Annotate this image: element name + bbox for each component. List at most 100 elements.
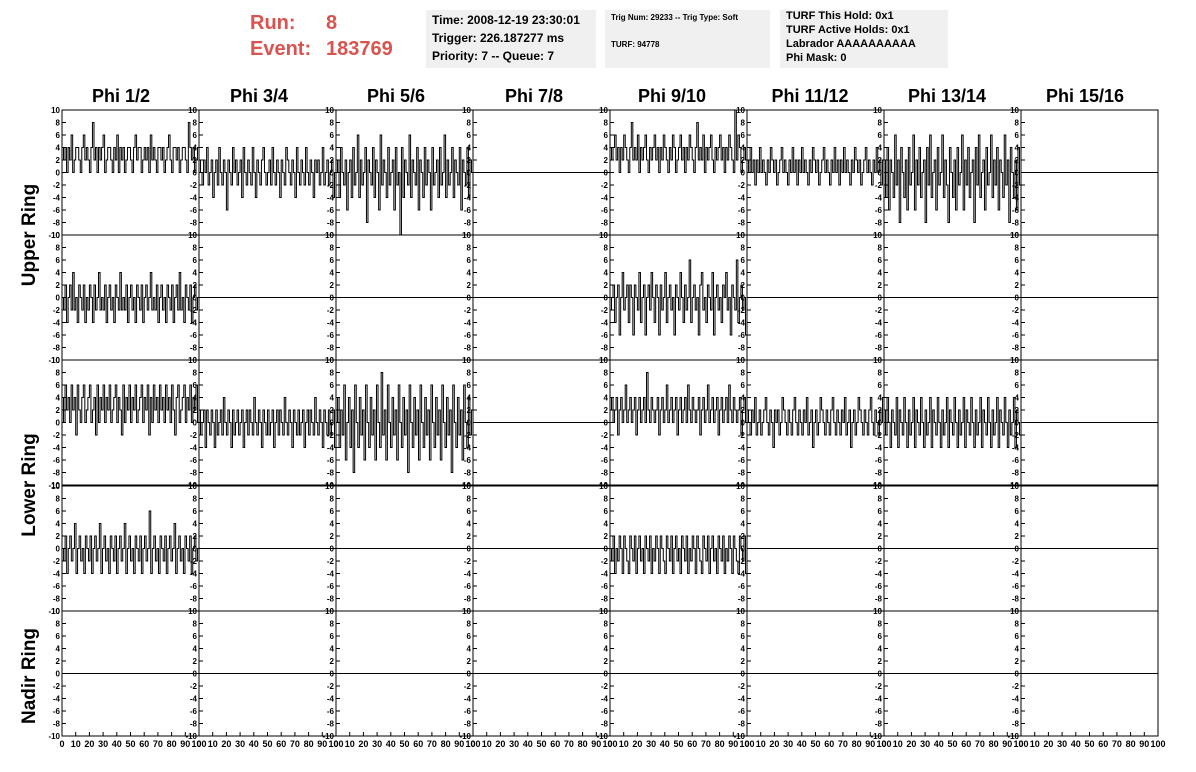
y-tick-label: -4: [327, 319, 335, 328]
run-value: 8: [326, 12, 338, 34]
y-tick-label: 4: [604, 269, 609, 278]
y-tick-label: 0: [878, 545, 883, 554]
y-tick-label: -8: [190, 720, 198, 729]
x-tick-label: 0: [1018, 739, 1023, 749]
y-tick-label: 2: [330, 657, 335, 666]
y-tick-label: 4: [878, 394, 883, 403]
y-tick-label: 4: [741, 520, 746, 529]
waveform-trace: [884, 397, 1021, 448]
x-tick-label: 10: [345, 739, 355, 749]
x-tick-label: 80: [304, 739, 314, 749]
y-tick-label: 0: [878, 670, 883, 679]
y-tick-label: -8: [1012, 219, 1020, 228]
y-tick-label: -4: [601, 444, 609, 453]
y-tick-label: -8: [1012, 344, 1020, 353]
x-tick-label: 100: [465, 739, 480, 749]
x-tick-label: 0: [59, 739, 64, 749]
y-tick-label: 10: [51, 482, 60, 491]
y-tick-label: -8: [327, 720, 335, 729]
y-tick-label: 4: [193, 520, 198, 529]
y-tick-label: -2: [601, 306, 609, 315]
y-tick-label: -6: [875, 206, 883, 215]
y-tick-label: 2: [741, 156, 746, 165]
y-tick-label: 2: [330, 406, 335, 415]
y-tick-label: 6: [56, 256, 61, 265]
y-tick-label: -6: [738, 331, 746, 340]
y-tick-label: -8: [875, 344, 883, 353]
turf-info-box: TURF This Hold: 0x1 TURF Active Holds: 0…: [780, 10, 948, 68]
y-tick-label: 10: [1010, 106, 1019, 115]
x-tick-label: 10: [208, 739, 218, 749]
y-tick-label: 8: [56, 495, 61, 504]
x-tick-label: 50: [399, 739, 409, 749]
y-tick-label: -4: [875, 570, 883, 579]
y-tick-label: 10: [462, 106, 471, 115]
y-tick-label: -2: [875, 431, 883, 440]
y-tick-label: -2: [738, 557, 746, 566]
y-tick-label: -4: [738, 444, 746, 453]
y-tick-label: 2: [741, 406, 746, 415]
y-tick-label: 8: [741, 244, 746, 253]
y-tick-label: 4: [467, 645, 472, 654]
y-tick-label: -4: [1012, 695, 1020, 704]
y-tick-label: -2: [738, 181, 746, 190]
y-tick-label: -10: [185, 732, 197, 741]
y-tick-label: 0: [604, 419, 609, 428]
y-tick-label: -2: [190, 431, 198, 440]
y-tick-label: 0: [1015, 419, 1020, 428]
y-tick-label: -4: [875, 444, 883, 453]
y-tick-label: 10: [1010, 482, 1019, 491]
y-tick-label: 4: [878, 645, 883, 654]
y-tick-label: -2: [327, 181, 335, 190]
y-tick-label: 8: [467, 119, 472, 128]
y-tick-label: 0: [467, 670, 472, 679]
x-tick-label: 70: [838, 739, 848, 749]
x-tick-label: 60: [413, 739, 423, 749]
y-tick-label: 6: [1015, 256, 1020, 265]
y-tick-label: 4: [56, 269, 61, 278]
y-tick-label: 6: [1015, 131, 1020, 140]
y-tick-label: 6: [56, 381, 61, 390]
x-tick-label: 70: [290, 739, 300, 749]
y-tick-label: 0: [193, 294, 198, 303]
x-tick-label: 90: [454, 739, 464, 749]
x-tick-label: 0: [744, 739, 749, 749]
y-tick-label: 0: [467, 169, 472, 178]
y-tick-label: -8: [875, 219, 883, 228]
x-tick-label: 30: [235, 739, 245, 749]
labrador-text: Labrador AAAAAAAAAA: [786, 38, 916, 50]
y-tick-label: 8: [193, 495, 198, 504]
x-tick-label: 30: [509, 739, 519, 749]
y-tick-label: 10: [188, 356, 197, 365]
x-tick-label: 60: [961, 739, 971, 749]
y-tick-label: 4: [1015, 269, 1020, 278]
waveform-trace: [62, 122, 199, 173]
y-tick-label: 10: [325, 482, 334, 491]
y-tick-label: 4: [878, 520, 883, 529]
x-tick-label: 60: [824, 739, 834, 749]
y-tick-label: -6: [190, 206, 198, 215]
x-tick-label: 80: [578, 739, 588, 749]
y-tick-label: 2: [741, 281, 746, 290]
y-tick-label: 10: [188, 106, 197, 115]
y-tick-label: 6: [741, 131, 746, 140]
y-tick-label: -2: [53, 557, 61, 566]
x-tick-label: 20: [84, 739, 94, 749]
y-tick-label: -8: [190, 469, 198, 478]
col-header-phi-3-4: Phi 3/4: [229, 86, 289, 106]
x-tick-label: 50: [262, 739, 272, 749]
x-tick-label: 20: [358, 739, 368, 749]
x-tick-label: 20: [1043, 739, 1053, 749]
y-tick-label: -8: [601, 219, 609, 228]
x-tick-label: 0: [196, 739, 201, 749]
waveform-trace: [199, 397, 336, 448]
y-tick-label: -8: [738, 469, 746, 478]
